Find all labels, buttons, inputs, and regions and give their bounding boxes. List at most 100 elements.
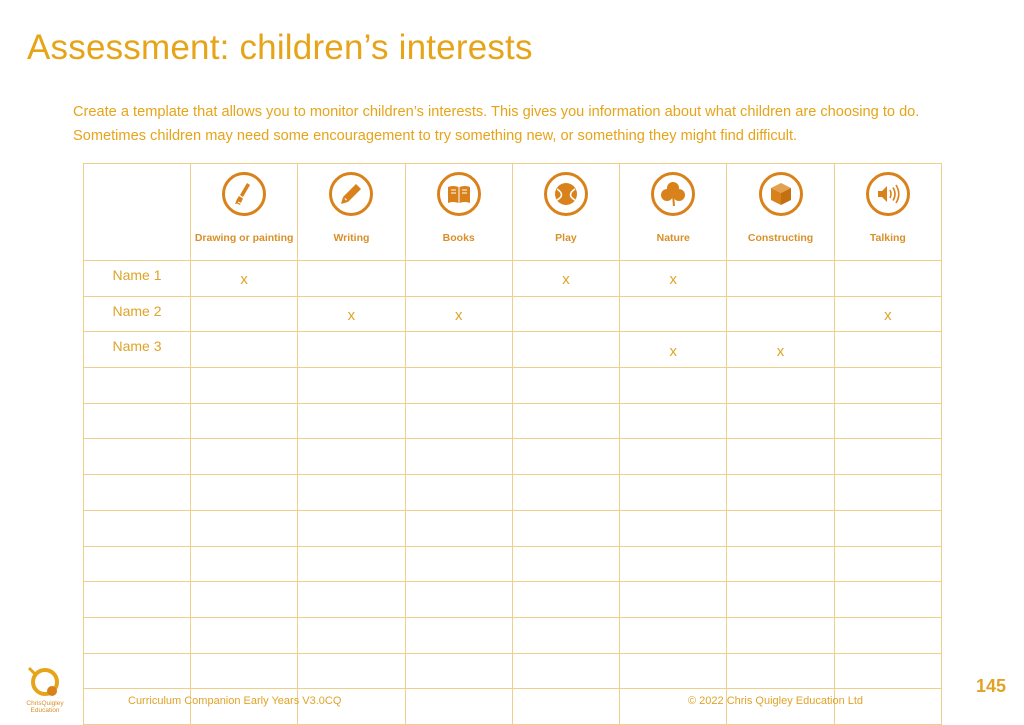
interest-mark-cell: x <box>833 295 943 333</box>
interest-mark-cell <box>619 367 728 404</box>
interest-mark-cell <box>833 474 943 511</box>
column-label: Books <box>442 231 475 244</box>
interest-mark-cell <box>189 652 299 690</box>
chris-quigley-logo <box>17 664 73 716</box>
interest-mark-cell <box>297 474 406 511</box>
interest-mark-cell <box>511 581 621 618</box>
row-name <box>83 474 191 511</box>
interest-mark-cell <box>404 616 513 654</box>
interest-mark-cell <box>619 509 728 547</box>
column-label: Drawing or painting <box>194 231 294 244</box>
corner-cell <box>83 163 191 261</box>
interest-mark-cell <box>833 260 943 297</box>
interest-mark-cell <box>297 652 406 690</box>
row-name: Name 1 <box>83 260 191 297</box>
clover-icon <box>651 172 696 216</box>
column-header: Constructing <box>726 163 835 261</box>
interest-mark-cell <box>726 367 835 404</box>
interest-mark-cell <box>619 402 728 440</box>
column-label: Nature <box>656 231 690 244</box>
interest-mark-cell <box>726 581 835 618</box>
interest-mark-cell <box>404 474 513 511</box>
interest-mark-cell <box>511 367 621 404</box>
interest-mark-cell <box>726 474 835 511</box>
interest-mark-cell <box>833 509 943 547</box>
interest-mark-cell <box>726 545 835 583</box>
interest-mark-cell <box>833 688 943 725</box>
interest-mark-cell <box>404 260 513 297</box>
interest-mark-cell <box>833 652 943 690</box>
interest-mark-cell <box>189 581 299 618</box>
interest-mark-cell <box>619 652 728 690</box>
interest-mark-cell <box>833 367 943 404</box>
interest-mark-cell <box>833 581 943 618</box>
table-row <box>83 545 943 583</box>
interest-mark-cell <box>833 438 943 476</box>
interest-mark-cell <box>726 260 835 297</box>
interest-mark-cell <box>726 688 835 725</box>
row-name: Name 2 <box>83 295 191 333</box>
interest-mark-cell <box>619 616 728 654</box>
interest-mark-cell <box>189 616 299 654</box>
interest-mark-cell: x <box>511 260 621 297</box>
interest-mark-cell <box>404 402 513 440</box>
footer-copyright: © 2022 Chris Quigley Education Ltd <box>688 695 864 707</box>
interest-mark-cell <box>189 509 299 547</box>
interests-table: Drawing or painting Writing Books <box>83 163 943 725</box>
table-row <box>83 438 943 476</box>
column-header: Drawing or painting <box>189 163 299 261</box>
column-header: Nature <box>619 163 728 261</box>
interest-mark-cell <box>511 545 621 583</box>
footer-left-text: Curriculum Companion Early Years V3.0CQ <box>128 695 342 707</box>
row-name <box>83 652 191 690</box>
row-name <box>83 367 191 404</box>
interest-mark-cell <box>404 367 513 404</box>
row-name: Name 3 <box>83 331 191 369</box>
table-row <box>83 581 943 618</box>
interest-mark-cell <box>511 616 621 654</box>
interest-mark-cell <box>297 260 406 297</box>
interest-mark-cell <box>833 545 943 583</box>
row-name <box>83 438 191 476</box>
interest-mark-cell <box>619 438 728 476</box>
interest-mark-cell <box>404 688 513 725</box>
interest-mark-cell <box>619 545 728 583</box>
interest-mark-cell <box>189 688 299 725</box>
interest-mark-cell <box>619 688 728 725</box>
intro-paragraph: Create a template that allows you to mon… <box>73 104 920 144</box>
interest-mark-cell <box>619 581 728 618</box>
interest-mark-cell <box>511 652 621 690</box>
column-header: Books <box>404 163 513 261</box>
interest-mark-cell <box>511 331 621 369</box>
header-row: Drawing or painting Writing Books <box>83 163 943 261</box>
interest-mark-cell <box>189 474 299 511</box>
interest-mark-cell <box>726 652 835 690</box>
column-label: Talking <box>869 231 906 244</box>
interest-mark-cell <box>297 402 406 440</box>
column-label: Play <box>555 231 577 244</box>
interest-mark-cell <box>511 474 621 511</box>
interest-mark-cell: x <box>297 295 406 333</box>
interest-mark-cell <box>404 509 513 547</box>
row-name <box>83 509 191 547</box>
interest-mark-cell <box>511 295 621 333</box>
table-row <box>83 652 943 690</box>
page-number: 145 <box>976 676 1007 696</box>
column-header: Talking <box>833 163 943 261</box>
interest-mark-cell <box>726 438 835 476</box>
speaker-icon <box>865 172 910 216</box>
interest-mark-cell <box>297 509 406 547</box>
interest-mark-cell <box>726 402 835 440</box>
row-name <box>83 616 191 654</box>
row-name <box>83 545 191 583</box>
interest-mark-cell <box>189 295 299 333</box>
interest-mark-cell: x <box>189 260 299 297</box>
interest-mark-cell <box>189 402 299 440</box>
interest-mark-cell <box>189 331 299 369</box>
interest-mark-cell <box>189 545 299 583</box>
interest-mark-cell <box>404 652 513 690</box>
table-row <box>83 509 943 547</box>
interest-mark-cell <box>297 331 406 369</box>
